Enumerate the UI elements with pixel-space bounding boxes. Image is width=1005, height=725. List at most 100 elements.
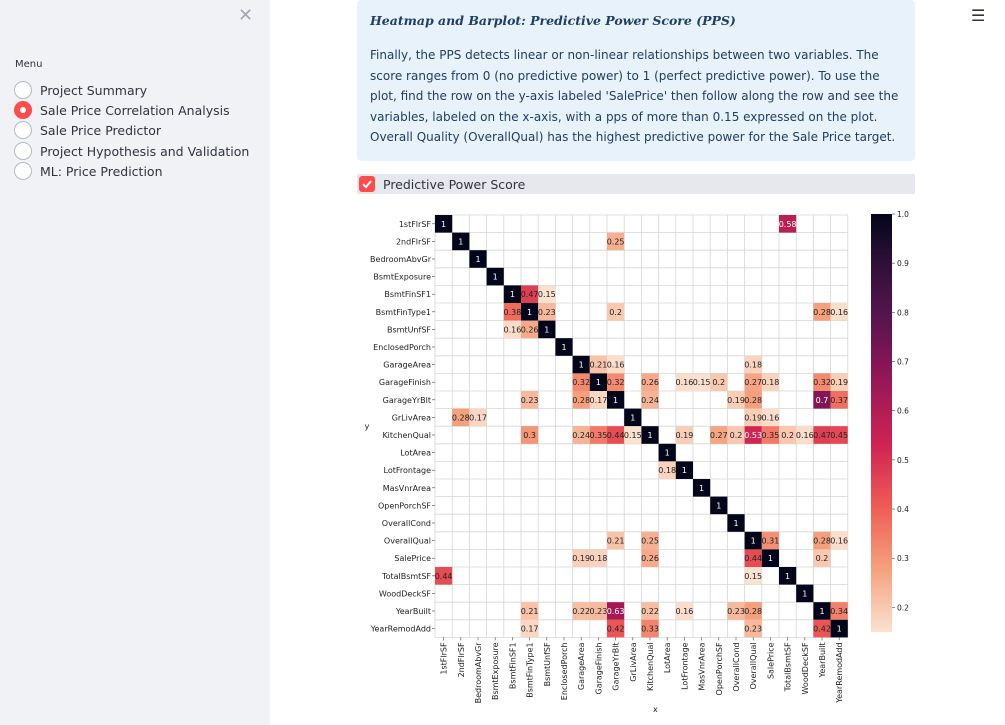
heatmap-cell — [744, 426, 762, 444]
x-tick-label: BedroomAbvGr — [474, 642, 483, 704]
x-axis-label: x — [653, 705, 658, 714]
heatmap-cell — [744, 567, 762, 585]
cell-value-label: 0.2 — [730, 431, 743, 440]
cell-value-label: 1 — [613, 396, 618, 405]
cell-value-label: 0.19 — [675, 431, 693, 440]
x-tick-label: YearBuilt — [818, 642, 827, 678]
radio-unselected-icon — [14, 162, 32, 180]
cell-value-label: 0.23 — [589, 607, 607, 616]
x-tick-label: BsmtExposure — [491, 642, 500, 700]
heatmap-cell — [641, 426, 659, 444]
cell-value-label: 0.28 — [813, 308, 831, 317]
pps-checkbox[interactable]: Predictive Power Score — [357, 174, 915, 194]
cell-value-label: 0.25 — [641, 537, 659, 546]
cell-value-label: 0.24 — [641, 396, 659, 405]
cell-value-label: 1 — [716, 501, 721, 510]
x-tick-label: LotArea — [663, 642, 672, 673]
y-tick-label: BsmtFinSF1 — [384, 290, 431, 299]
radio-project-hypothesis[interactable]: Project Hypothesis and Validation — [14, 141, 249, 161]
cell-value-label: 0.24 — [572, 431, 590, 440]
heatmap-cell — [710, 373, 728, 391]
colorbar-tick-label: 1.0 — [897, 210, 909, 219]
y-tick-label: MasVnrArea — [383, 484, 431, 493]
cell-value-label: 0.44 — [607, 431, 625, 440]
y-tick-label: GrLivArea — [392, 413, 431, 422]
heatmap-cell — [813, 391, 831, 409]
x-tick-label: OverallCond — [732, 642, 741, 691]
cell-value-label: 0.3 — [523, 431, 536, 440]
x-tick-label: YearRemodAdd — [835, 642, 844, 703]
cell-value-label: 1 — [837, 625, 842, 634]
cell-value-label: 0.32 — [607, 378, 625, 387]
heatmap-cell — [607, 303, 625, 321]
cell-value-label: 0.2 — [609, 308, 622, 317]
close-sidebar-icon[interactable]: ✕ — [238, 5, 254, 26]
cell-value-label: 0.19 — [830, 378, 848, 387]
cell-value-label: 0.16 — [761, 413, 779, 422]
radio-sale-price-correlation[interactable]: Sale Price Correlation Analysis — [14, 100, 230, 120]
heatmap-cell — [521, 619, 539, 638]
cell-value-label: 0.25 — [607, 237, 625, 246]
heatmap-cell — [607, 373, 625, 391]
heatmap-cell — [641, 549, 659, 567]
heatmap-cell — [589, 391, 607, 409]
colorbar — [871, 214, 892, 632]
heatmap-cell — [813, 619, 831, 638]
heatmap-cell — [486, 267, 504, 286]
cell-value-label: 0.17 — [589, 396, 607, 405]
heatmap-cell — [572, 373, 590, 391]
cell-value-label: 0.32 — [813, 378, 831, 387]
heatmap-cell — [813, 549, 831, 567]
cell-value-label: 0.23 — [744, 625, 762, 634]
heatmap-cell — [521, 426, 539, 444]
radio-ml-price-prediction[interactable]: ML: Price Prediction — [14, 161, 163, 181]
radio-label: Sale Price Predictor — [40, 122, 162, 138]
heatmap-cell — [607, 391, 625, 409]
y-tick-label: GarageFinish — [379, 378, 431, 387]
cell-value-label: 0.17 — [469, 413, 487, 422]
colorbar-tick-label: 0.5 — [897, 456, 909, 465]
cell-value-label: 0.44 — [744, 554, 762, 563]
heatmap-cell — [589, 355, 607, 374]
colorbar-tick-label: 0.4 — [897, 505, 909, 514]
cell-value-label: 0.21 — [607, 537, 625, 546]
cell-value-label: 0.15 — [538, 290, 556, 299]
colorbar-tick-label: 0.7 — [897, 358, 909, 367]
radio-project-summary[interactable]: Project Summary — [14, 80, 147, 100]
hamburger-menu-icon[interactable]: ☰ — [971, 6, 986, 25]
heatmap-cell — [521, 303, 539, 321]
radio-selected-icon — [14, 101, 32, 119]
heatmap-cell — [813, 602, 831, 620]
cell-value-label: 0.18 — [658, 466, 676, 475]
heatmap-cell — [744, 355, 762, 374]
heatmap-cell — [761, 549, 779, 567]
heatmap-cell — [744, 531, 762, 550]
radio-label: Project Hypothesis and Validation — [40, 143, 250, 159]
heatmap-cell — [761, 373, 779, 391]
cell-value-label: 0.2 — [781, 431, 794, 440]
cell-value-label: 0.42 — [607, 625, 625, 634]
cell-value-label: 0.26 — [521, 325, 539, 334]
cell-value-label: 1 — [733, 519, 738, 528]
cell-value-label: 0.27 — [710, 431, 728, 440]
radio-sale-price-predictor[interactable]: Sale Price Predictor — [14, 120, 161, 140]
cell-value-label: 1 — [665, 449, 670, 458]
cell-value-label: 1 — [785, 572, 790, 581]
cell-value-label: 0.38 — [503, 308, 521, 317]
heatmap-cell — [813, 373, 831, 391]
y-tick-label: 2ndFlrSF — [396, 237, 431, 246]
y-tick-label: OverallCond — [382, 519, 431, 528]
cell-value-label: 0.16 — [607, 361, 625, 370]
radio-unselected-icon — [14, 81, 32, 99]
heatmap-cell — [675, 461, 693, 479]
heatmap-cell — [607, 602, 625, 620]
cell-value-label: 0.22 — [572, 607, 590, 616]
heatmap-cell — [589, 373, 607, 391]
cell-value-label: 0.18 — [589, 554, 607, 563]
cell-value-label: 1 — [768, 554, 773, 563]
cell-value-label: 1 — [441, 220, 446, 229]
cell-value-label: 0.45 — [830, 431, 848, 440]
heatmap-cell — [744, 391, 762, 409]
x-tick-label: MasVnrArea — [698, 642, 707, 690]
y-tick-label: YearRemodAdd — [370, 625, 431, 634]
